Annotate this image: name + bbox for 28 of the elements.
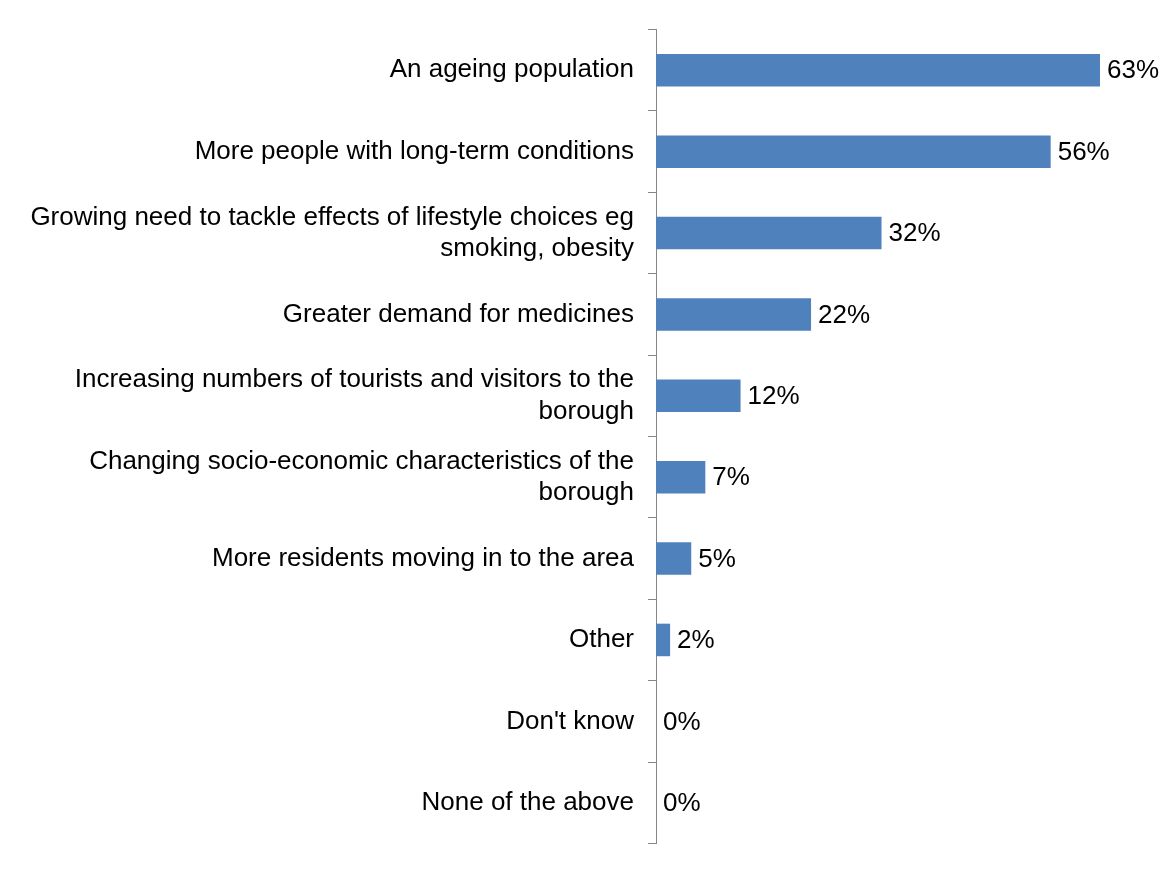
data-label: 22%	[818, 298, 871, 329]
bar	[656, 54, 1100, 87]
bar	[656, 298, 812, 331]
bar	[656, 379, 741, 413]
bar	[656, 135, 1051, 168]
y-tick-label: An ageing population	[389, 53, 634, 84]
y-tick-label: Growing need to tackle effects of lifestyle choices eg smoking, obesity	[30, 200, 634, 262]
data-label: 0%	[663, 705, 701, 736]
data-label: 63%	[1107, 54, 1160, 85]
bar	[656, 542, 692, 575]
y-tick-label: Increasing numbers of tourists and visitors to the borough	[74, 363, 634, 425]
y-tick-label: Changing socio-economic characteristics of the borough	[89, 444, 634, 506]
y-tick-label: Don't know	[506, 704, 635, 735]
bar	[656, 460, 706, 494]
y-tick-label: None of the above	[421, 785, 634, 816]
data-label: 56%	[1057, 135, 1110, 166]
data-label: 32%	[888, 217, 941, 248]
bar	[656, 216, 882, 250]
data-label: 7%	[712, 461, 750, 492]
y-tick-label: Other	[568, 623, 635, 654]
y-tick-label: Greater demand for medicines	[282, 297, 634, 328]
data-label: 12%	[747, 379, 800, 410]
data-label: 0%	[663, 786, 701, 817]
bar	[656, 623, 671, 657]
y-tick-label: More residents moving in to the area	[212, 541, 635, 572]
y-tick-label: More people with long-term conditions	[194, 134, 634, 165]
data-label: 5%	[698, 542, 736, 573]
data-label: 2%	[677, 624, 715, 655]
